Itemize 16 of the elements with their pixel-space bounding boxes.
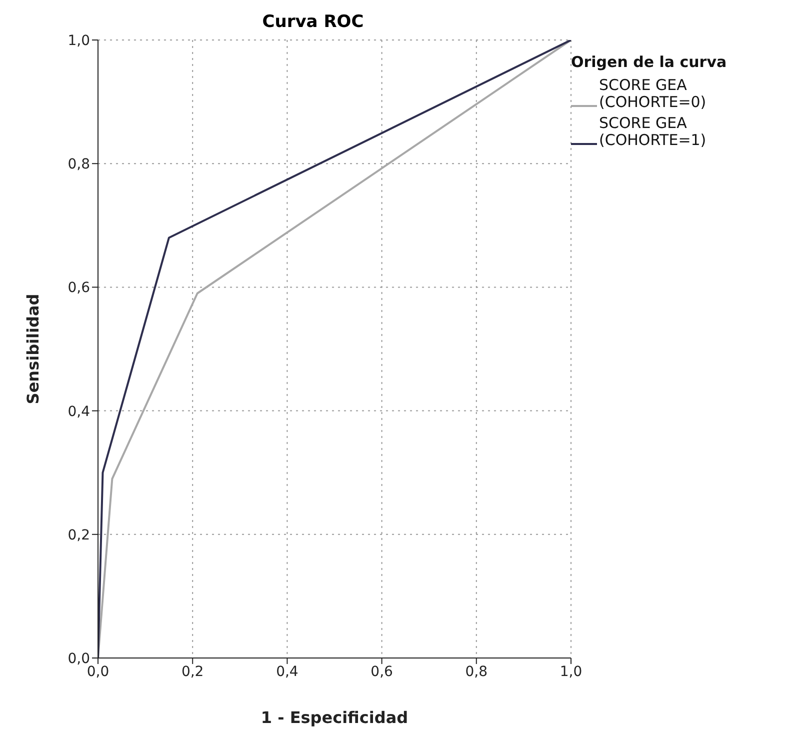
x-axis-title: 1 - Especificidad — [260, 708, 408, 727]
x-tick-label: 0,6 — [370, 664, 394, 680]
y-axis-title: Sensibilidad — [24, 294, 43, 404]
y-tick-label: 0,4 — [68, 404, 90, 420]
y-tick-label: 0,8 — [68, 156, 90, 173]
text: SCORE GEA (COHORTE=0) — [599, 76, 708, 111]
x-tick-label: 0,2 — [181, 664, 204, 680]
x-tick-label: 0,4 — [276, 664, 298, 680]
chart-title: Curva ROC — [261, 12, 365, 32]
x-tick-label: 0,8 — [465, 664, 488, 680]
legend-title: Origen de la curva — [571, 53, 728, 71]
x-tick-label: 1,0 — [560, 664, 582, 680]
y-tick-label: 0,2 — [68, 527, 90, 544]
y-tick-label: 0,6 — [68, 280, 90, 296]
text: SCORE GEA (COHORTE=1) — [599, 114, 708, 149]
y-tick-label: 1,0 — [68, 32, 90, 49]
